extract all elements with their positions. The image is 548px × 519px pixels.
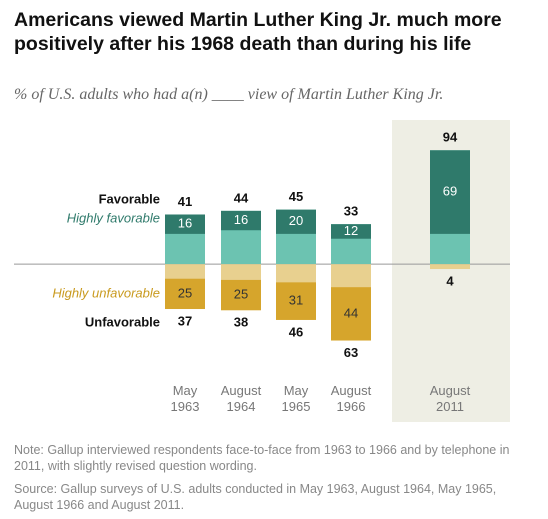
value-label: 63 [344, 345, 358, 360]
value-label: 16 [234, 212, 248, 227]
bar-highly-favorable [165, 214, 205, 234]
bar-highly-favorable [331, 224, 371, 239]
value-label: 46 [289, 324, 303, 339]
bar-highly-favorable [276, 209, 316, 234]
bar-highly-unfavorable [165, 278, 205, 310]
chart-subtitle: % of U.S. adults who had a(n) ____ view … [14, 86, 444, 103]
source: Source: Gallup surveys of U.S. adults co… [14, 482, 497, 512]
bar-highly-unfavorable [331, 287, 371, 341]
value-label: 16 [178, 216, 192, 231]
bar-highly-favorable [430, 150, 470, 234]
series-label: Unfavorable [85, 314, 160, 329]
value-label: 94 [443, 130, 458, 145]
x-tick-label: May 1965 [281, 383, 311, 414]
value-label: 31 [289, 293, 303, 308]
value-label: 20 [289, 213, 303, 228]
x-tick-label: May 1963 [170, 383, 200, 414]
bar-highly-unfavorable [221, 279, 261, 311]
x-tick-label: August 2011 [429, 383, 471, 414]
x-tick-label: August 1964 [220, 383, 262, 414]
value-label: 12 [344, 223, 358, 238]
value-label: 45 [289, 189, 303, 204]
value-label: 69 [443, 184, 457, 199]
value-label: 4 [446, 273, 454, 288]
note: Note: Gallup interviewed respondents fac… [14, 443, 510, 473]
value-label: 25 [234, 287, 248, 302]
series-label: Highly favorable [67, 210, 160, 225]
value-label: 25 [178, 285, 192, 300]
bar-highly-favorable [221, 210, 261, 231]
value-label: 37 [178, 313, 192, 328]
bar-unfavorable [430, 264, 470, 270]
series-label: Highly unfavorable [52, 285, 160, 300]
value-label: 38 [234, 315, 248, 330]
value-label: 44 [344, 305, 358, 320]
x-tick-label: August 1966 [330, 383, 372, 414]
value-label: 33 [344, 204, 358, 219]
value-label: 44 [234, 190, 249, 205]
chart-title: Americans viewed Martin Luther King Jr. … [14, 9, 502, 55]
series-label: Favorable [99, 191, 160, 206]
value-label: 41 [178, 194, 192, 209]
bar-highly-unfavorable [276, 282, 316, 320]
